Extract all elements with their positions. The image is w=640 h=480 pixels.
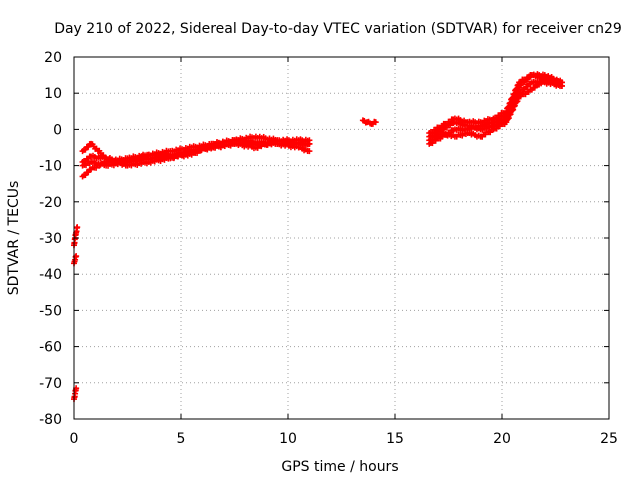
data-point <box>167 143 193 155</box>
y-tick-label: -20 <box>39 195 62 211</box>
y-tick-label: 0 <box>53 122 62 138</box>
y-tick-label: 20 <box>44 50 62 66</box>
data-point <box>74 224 81 231</box>
data-point <box>490 110 508 122</box>
series-track-3 <box>71 224 81 249</box>
data-point <box>124 151 151 165</box>
series-track-6 <box>79 136 313 169</box>
data-point <box>252 133 279 143</box>
x-tick-label: 10 <box>279 431 297 447</box>
data-point <box>426 124 444 137</box>
x-axis-ticks: 0 5 10 15 20 25 <box>70 57 618 447</box>
x-axis-label: GPS time / hours <box>281 459 398 475</box>
x-tick-label: 5 <box>177 431 186 447</box>
data-point <box>306 140 313 147</box>
grid <box>74 57 609 419</box>
y-tick-label: -40 <box>39 267 62 283</box>
data-point <box>464 122 482 133</box>
data-point <box>516 86 534 100</box>
data-points <box>71 71 565 403</box>
series-track-8 <box>359 117 379 127</box>
series-track-2 <box>71 253 80 267</box>
y-tick-label: -50 <box>39 303 62 319</box>
y-tick-label: -60 <box>39 340 62 356</box>
data-point <box>464 118 482 127</box>
data-point <box>231 140 257 152</box>
y-tick-label: 10 <box>44 86 62 102</box>
y-tick-label: -30 <box>39 231 62 247</box>
x-tick-label: 25 <box>600 431 618 447</box>
data-point <box>477 116 495 126</box>
data-point <box>516 72 534 86</box>
data-point <box>145 155 172 166</box>
y-tick-label: -70 <box>39 376 62 392</box>
data-point <box>306 148 313 155</box>
data-point <box>558 79 565 86</box>
y-tick-label: -80 <box>39 412 62 428</box>
data-point <box>516 80 534 97</box>
series-track-12 <box>426 75 565 144</box>
series-track-1 <box>71 385 80 403</box>
data-point <box>88 158 108 169</box>
x-tick-label: 20 <box>493 431 511 447</box>
data-point <box>231 133 257 144</box>
data-point <box>372 119 379 126</box>
series-track-7 <box>79 133 313 169</box>
y-axis-label: SDTVAR / TECUs <box>6 181 22 296</box>
x-tick-label: 0 <box>70 431 79 447</box>
x-tick-label: 15 <box>386 431 404 447</box>
data-point <box>426 131 444 144</box>
data-point <box>439 129 457 140</box>
y-tick-label: -10 <box>39 159 62 175</box>
data-point <box>439 116 457 129</box>
data-point <box>188 141 215 151</box>
data-point <box>503 95 522 126</box>
chart-title: Day 210 of 2022, Sidereal Day-to-day VTE… <box>54 21 622 37</box>
data-point <box>464 130 482 140</box>
data-point <box>503 81 522 115</box>
y-axis-ticks: -80 -70 -60 -50 -40 -30 -20 -10 0 10 20 <box>39 50 609 428</box>
